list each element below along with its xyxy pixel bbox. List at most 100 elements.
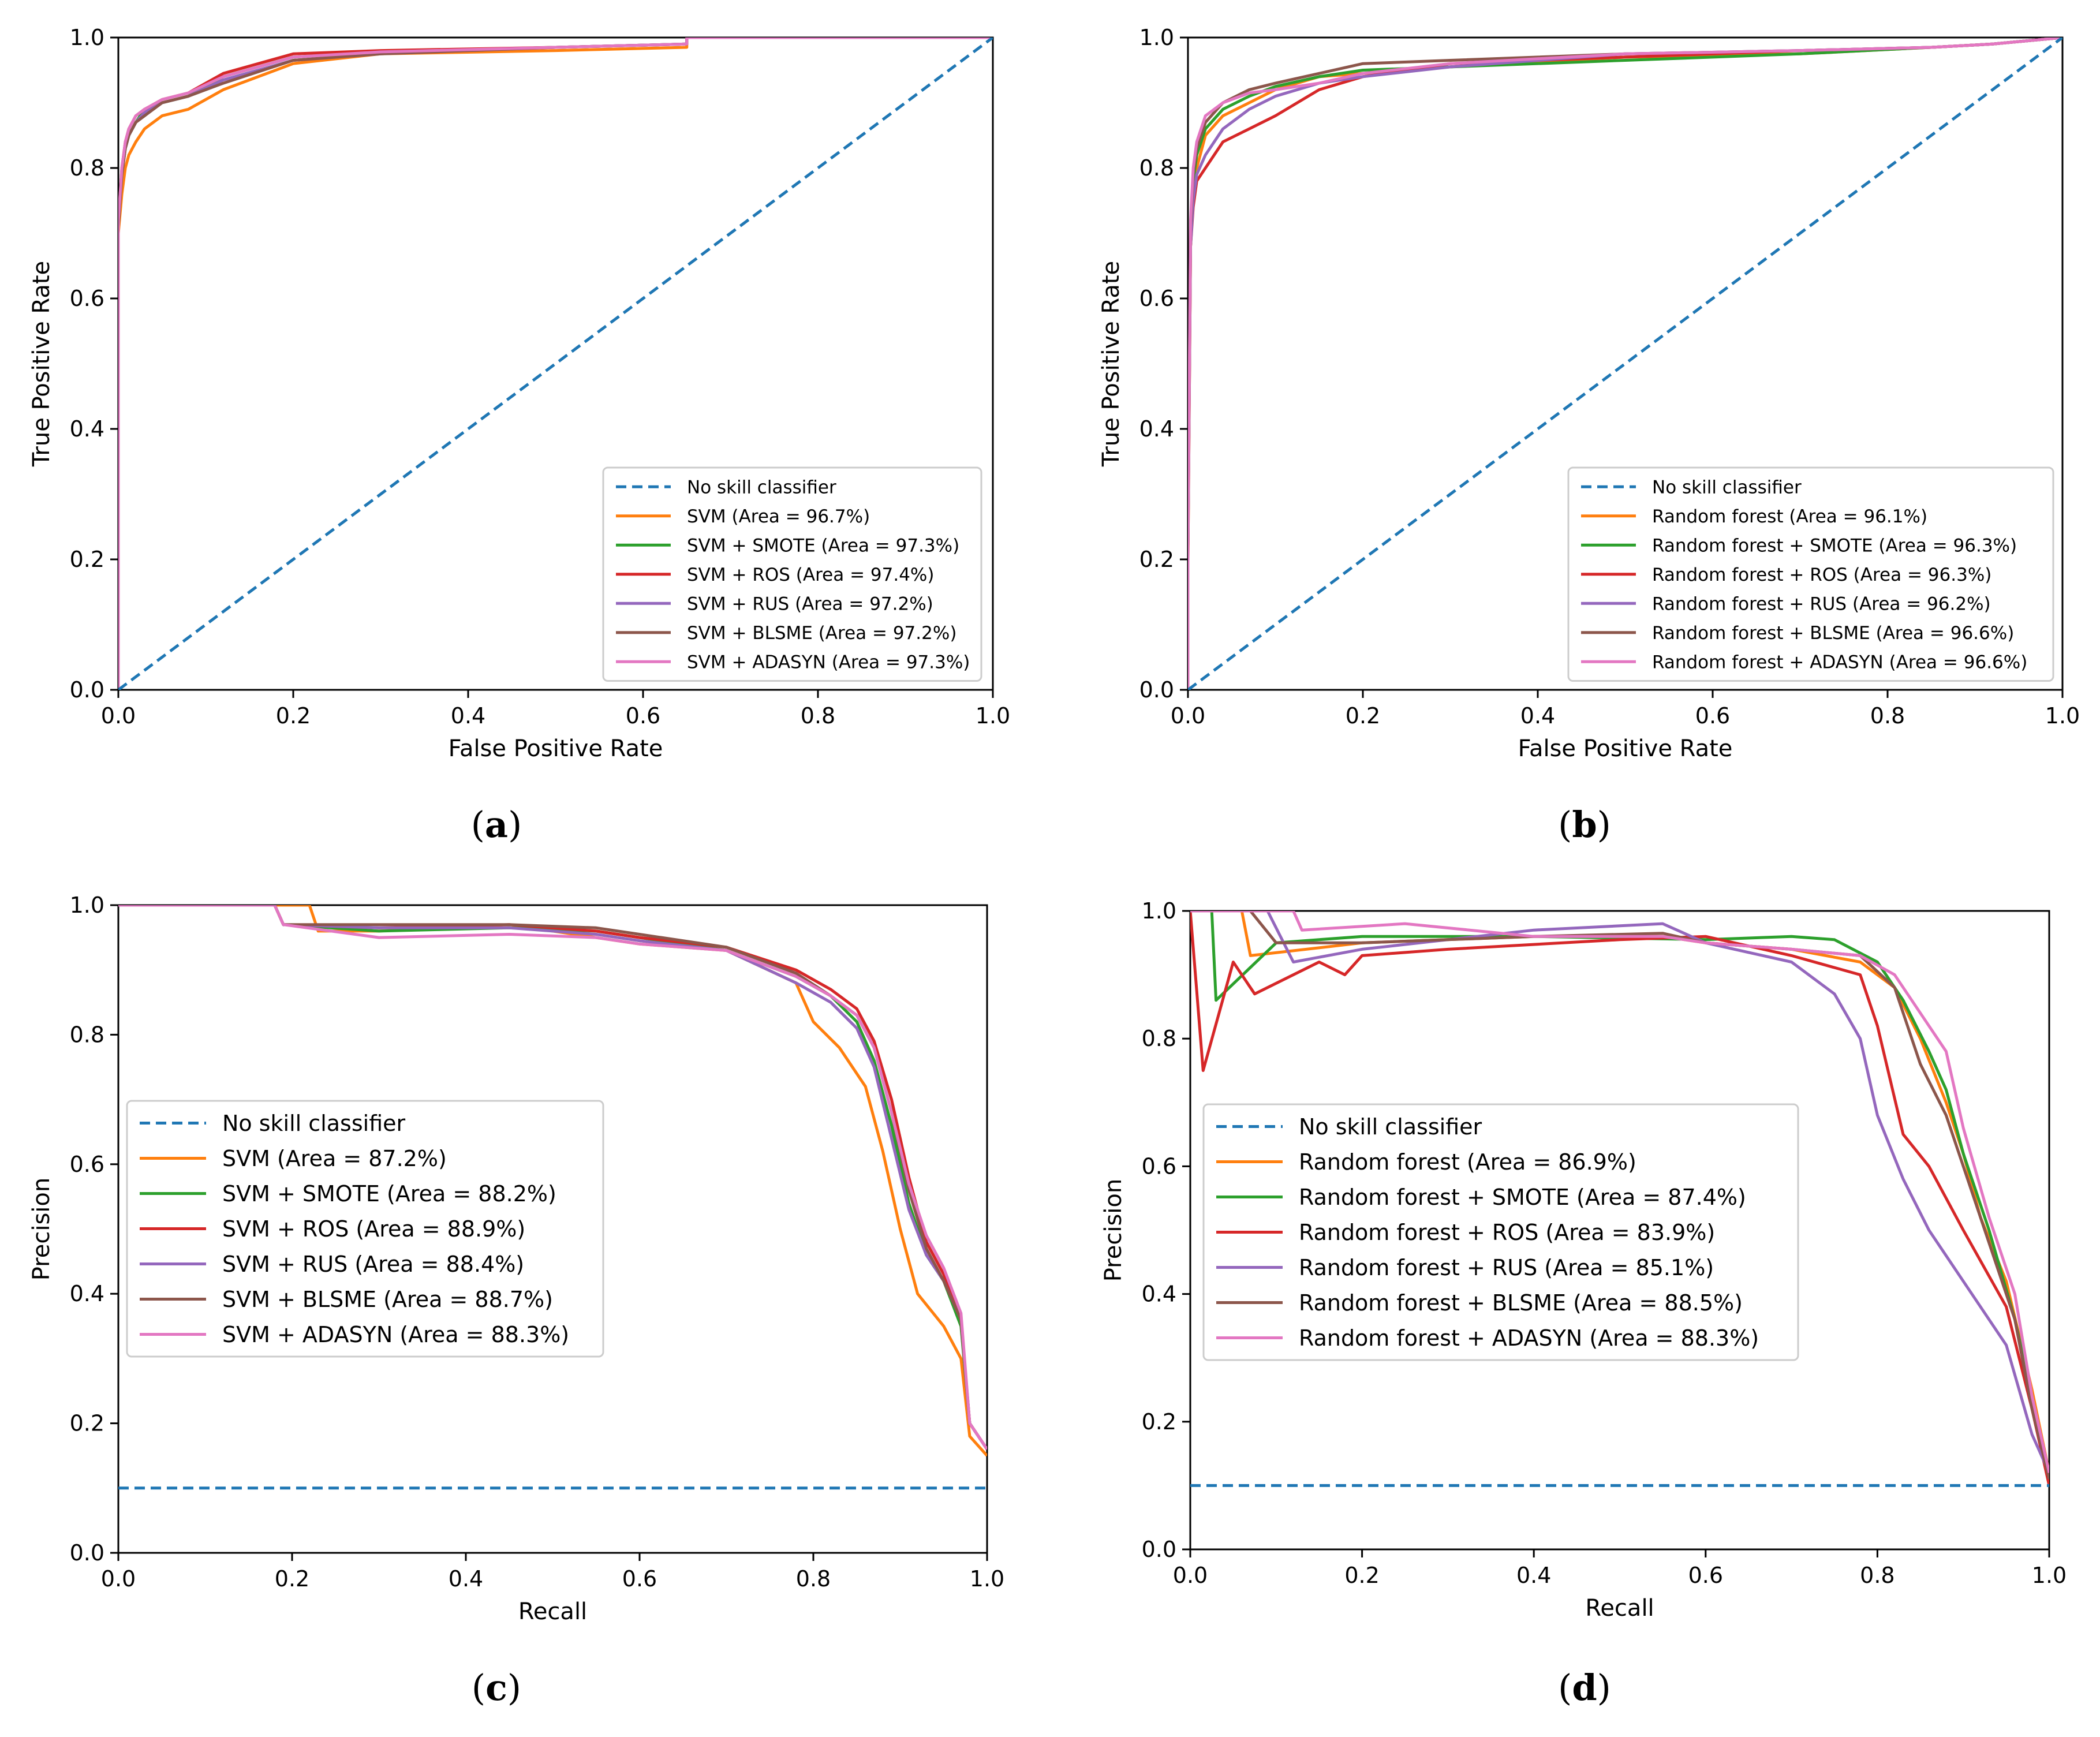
- legend-entry-c: SVM + BLSME (Area = 88.7%): [222, 1287, 553, 1312]
- legend-entry-c: SVM + SMOTE (Area = 88.2%): [222, 1181, 556, 1206]
- legend-entry-a: SVM + ADASYN (Area = 97.3%): [687, 652, 970, 673]
- series-line-d-1: [1190, 911, 2049, 1486]
- legend-d: No skill classifier Random forest (Area =…: [1202, 1103, 1799, 1361]
- legend-entry-d: Random forest (Area = 86.9%): [1299, 1149, 1636, 1175]
- legend-entry-a: SVM + RUS (Area = 97.2%): [687, 593, 933, 614]
- legend-entry-c: SVM + RUS (Area = 88.4%): [222, 1252, 524, 1277]
- legend-entry-b: Random forest + ADASYN (Area = 96.6%): [1652, 652, 2027, 673]
- legend-entry-d: Random forest + BLSME (Area = 88.5%): [1299, 1290, 1743, 1316]
- x-axis-label-c: Recall: [518, 1598, 587, 1625]
- panel-caption-a: (a): [471, 804, 522, 846]
- series-line-a-0: [118, 38, 993, 690]
- legend-entry-b: Random forest (Area = 96.1%): [1652, 506, 1927, 527]
- y-tick-label-c: 0.0: [70, 1540, 104, 1566]
- legend-entry-c: SVM + ADASYN (Area = 88.3%): [222, 1322, 569, 1347]
- y-axis-label-d: Precision: [1100, 1179, 1127, 1282]
- x-axis-label-a: False Positive Rate: [449, 735, 663, 762]
- legend-entry-a: SVM + ROS (Area = 97.4%): [687, 565, 934, 585]
- x-tick-label-d: 0.2: [1344, 1563, 1379, 1588]
- legend-entry-a: SVM + BLSME (Area = 97.2%): [687, 623, 956, 644]
- legend-box-c: [126, 1100, 604, 1358]
- legend-entry-b: Random forest + SMOTE (Area = 96.3%): [1652, 535, 2017, 556]
- y-tick-label-b: 0.4: [1139, 416, 1174, 442]
- legend-entry-b: Random forest + BLSME (Area = 96.6%): [1652, 623, 2014, 644]
- y-tick-label-a: 0.0: [70, 677, 104, 703]
- x-tick-label-d: 1.0: [2032, 1563, 2067, 1588]
- panel-caption-b: (b): [1558, 804, 1611, 846]
- y-tick-label-b: 1.0: [1139, 25, 1174, 50]
- x-tick-label-a: 0.4: [451, 703, 485, 729]
- y-axis-label-b: True Positive Rate: [1098, 261, 1124, 467]
- x-tick-label-a: 0.6: [626, 703, 660, 729]
- x-tick-label-b: 0.2: [1346, 703, 1380, 729]
- y-tick-label-c: 0.8: [70, 1022, 104, 1047]
- legend-entry-a: No skill classifier: [687, 477, 836, 498]
- y-tick-label-d: 1.0: [1142, 898, 1176, 924]
- chart-panel-b: 0.0 0.2 0.4 0.6 0.8 1.0 0.0 0.2 0.4 0.6 0.8 1.0 Fals…: [1098, 25, 2080, 846]
- x-tick-label-d: 0.8: [1860, 1563, 1895, 1588]
- x-tick-label-c: 0.4: [449, 1566, 483, 1592]
- legend-entry-a: SVM (Area = 96.7%): [687, 506, 870, 527]
- y-tick-label-a: 1.0: [70, 25, 104, 50]
- y-tick-label-a: 0.4: [70, 416, 104, 442]
- y-tick-label-d: 0.0: [1142, 1537, 1176, 1562]
- legend-b: No skill classifier Random forest (Area =…: [1567, 466, 2054, 682]
- y-tick-label-c: 0.6: [70, 1152, 104, 1177]
- x-axis-label-d: Recall: [1585, 1595, 1654, 1622]
- x-tick-label-c: 0.2: [275, 1566, 309, 1592]
- legend-entry-b: No skill classifier: [1652, 477, 1802, 498]
- series-line-d-2: [1190, 911, 2049, 1486]
- x-tick-label-b: 0.8: [1870, 703, 1905, 729]
- legend-a: No skill classifier SVM (Area = 96.7%) SVM…: [602, 466, 982, 682]
- baseline-line-b: [1188, 38, 2062, 690]
- y-tick-label-d: 0.6: [1142, 1153, 1176, 1179]
- y-tick-label-b: 0.8: [1139, 155, 1174, 181]
- panel-caption-d: (d): [1558, 1667, 1611, 1709]
- x-tick-label-b: 0.6: [1695, 703, 1730, 729]
- legend-box-d: [1202, 1103, 1799, 1361]
- chart-panel-d: 0.0 0.2 0.4 0.6 0.8 1.0 0.0 0.2 0.4 0.6 0.8 1.0 Reca…: [1100, 898, 2067, 1709]
- x-tick-label-d: 0.4: [1516, 1563, 1551, 1588]
- x-tick-label-b: 0.0: [1171, 703, 1205, 729]
- x-tick-label-a: 0.2: [276, 703, 311, 729]
- legend-c: No skill classifier SVM (Area = 87.2%) SVM…: [126, 1100, 604, 1358]
- legend-entry-c: No skill classifier: [222, 1111, 406, 1136]
- y-tick-label-c: 0.4: [70, 1281, 104, 1306]
- legend-entry-b: Random forest + ROS (Area = 96.3%): [1652, 565, 1991, 585]
- series-line-b-5: [1188, 38, 2062, 690]
- x-tick-label-b: 1.0: [2045, 703, 2080, 729]
- y-axis-label-a: True Positive Rate: [28, 261, 55, 467]
- panel-caption-c: (c): [472, 1667, 521, 1709]
- x-tick-label-c: 0.0: [101, 1566, 136, 1592]
- x-tick-label-c: 0.6: [622, 1566, 657, 1592]
- y-tick-label-d: 0.4: [1142, 1282, 1176, 1307]
- legend-box-b: [1567, 466, 2054, 682]
- y-tick-label-c: 0.2: [70, 1411, 104, 1436]
- series-line-d-5: [1190, 911, 2049, 1473]
- x-tick-label-d: 0.0: [1173, 1563, 1208, 1588]
- y-tick-label-c: 1.0: [70, 892, 104, 918]
- x-tick-label-d: 0.6: [1688, 1563, 1723, 1588]
- series-line-a-5: [118, 38, 993, 690]
- legend-box-a: [602, 466, 982, 682]
- y-axis-label-c: Precision: [28, 1178, 55, 1280]
- y-tick-label-b: 0.2: [1139, 547, 1174, 572]
- series-line-c-5: [118, 905, 987, 1450]
- legend-entry-d: Random forest + ROS (Area = 83.9%): [1299, 1220, 1715, 1245]
- legend-entry-a: SVM + SMOTE (Area = 97.3%): [687, 535, 959, 556]
- y-tick-label-b: 0.6: [1139, 286, 1174, 311]
- chart-panel-c: 0.0 0.2 0.4 0.6 0.8 1.0 0.0 0.2 0.4 0.6 0.8 1.0 Reca…: [28, 892, 1004, 1709]
- y-tick-label-d: 0.8: [1142, 1026, 1176, 1051]
- y-tick-label-a: 0.6: [70, 286, 104, 311]
- y-tick-label-a: 0.8: [70, 155, 104, 181]
- legend-entry-c: SVM + ROS (Area = 88.9%): [222, 1216, 525, 1242]
- y-tick-label-a: 0.2: [70, 547, 104, 572]
- y-tick-label-b: 0.0: [1139, 677, 1174, 703]
- x-tick-label-c: 0.8: [796, 1566, 831, 1592]
- x-tick-label-a: 1.0: [976, 703, 1010, 729]
- legend-entry-d: Random forest + ADASYN (Area = 88.3%): [1299, 1325, 1759, 1351]
- x-tick-label-b: 0.4: [1520, 703, 1555, 729]
- x-axis-label-b: False Positive Rate: [1518, 735, 1733, 762]
- y-tick-label-d: 0.2: [1142, 1409, 1176, 1435]
